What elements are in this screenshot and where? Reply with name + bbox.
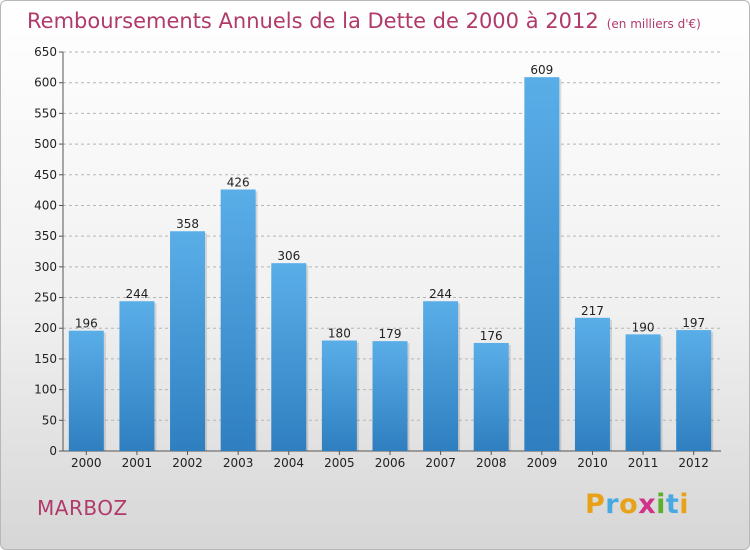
y-tick-label: 150 [34, 352, 57, 366]
commune-name: MARBOZ [37, 496, 128, 520]
y-tick-label: 650 [34, 45, 57, 59]
logo-letter: x [638, 489, 657, 520]
proxiti-logo: Proxiti [585, 489, 689, 520]
data-label: 176 [480, 329, 503, 343]
y-tick-label: 250 [34, 291, 57, 305]
x-tick-label: 2007 [425, 456, 456, 470]
y-tick-label: 400 [34, 198, 57, 212]
y-tick-label: 50 [42, 413, 57, 427]
data-label: 196 [75, 317, 98, 331]
data-label: 180 [328, 327, 351, 341]
x-tick-label: 2005 [324, 456, 355, 470]
x-tick-label: 2010 [577, 456, 608, 470]
bar [372, 341, 408, 451]
y-tick-label: 0 [49, 444, 57, 458]
y-tick-label: 300 [34, 260, 57, 274]
labels: 196 2000 244 2001 358 2002 426 2003 306 2004 180 20… [71, 63, 709, 470]
bar [220, 189, 256, 452]
data-label: 197 [682, 316, 705, 330]
chart-title-unit: (en milliers d'€) [606, 17, 701, 31]
logo-letter: P [585, 489, 606, 520]
y-tick-label: 450 [34, 168, 57, 182]
x-tick-label: 2001 [122, 456, 153, 470]
logo-letter: o [619, 489, 639, 520]
data-label: 179 [379, 327, 402, 341]
y-tick-label: 100 [34, 383, 57, 397]
data-label: 358 [176, 217, 199, 231]
bar [68, 330, 104, 451]
x-tick-label: 2006 [375, 456, 406, 470]
data-label: 244 [125, 287, 148, 301]
bar [170, 231, 206, 451]
bar [524, 77, 560, 451]
bar [423, 301, 459, 451]
x-tick-label: 2003 [223, 456, 254, 470]
x-tick-label: 2004 [273, 456, 304, 470]
x-tick-label: 2012 [678, 456, 709, 470]
logo-letter: i [656, 489, 666, 520]
bar [321, 340, 357, 451]
y-tick-label: 200 [34, 321, 57, 335]
chart-title: Remboursements Annuels de la Dette de 20… [27, 9, 701, 33]
chart-title-text: Remboursements Annuels de la Dette de 20… [27, 9, 599, 33]
bar [676, 330, 712, 451]
logo-letter: i [679, 489, 690, 520]
data-label: 190 [632, 320, 655, 334]
bar [625, 334, 661, 451]
data-label: 217 [581, 304, 604, 318]
logo-letter: t [665, 489, 680, 520]
x-tick-label: 2000 [71, 456, 102, 470]
y-tick-label: 500 [34, 137, 57, 151]
bar [473, 342, 509, 451]
x-tick-label: 2009 [527, 456, 558, 470]
x-tick-label: 2011 [628, 456, 659, 470]
data-label: 426 [227, 176, 250, 190]
data-label: 244 [429, 287, 452, 301]
data-label: 609 [530, 63, 553, 77]
y-tick-label: 350 [34, 229, 57, 243]
bar [119, 301, 155, 451]
x-tick-label: 2008 [476, 456, 507, 470]
y-tick-label: 600 [34, 76, 57, 90]
bar [574, 317, 610, 451]
y-tick-label: 550 [34, 106, 57, 120]
logo-letter: r [605, 489, 620, 520]
x-tick-label: 2002 [172, 456, 203, 470]
data-label: 306 [277, 249, 300, 263]
bar [271, 263, 307, 451]
bars [68, 77, 714, 452]
